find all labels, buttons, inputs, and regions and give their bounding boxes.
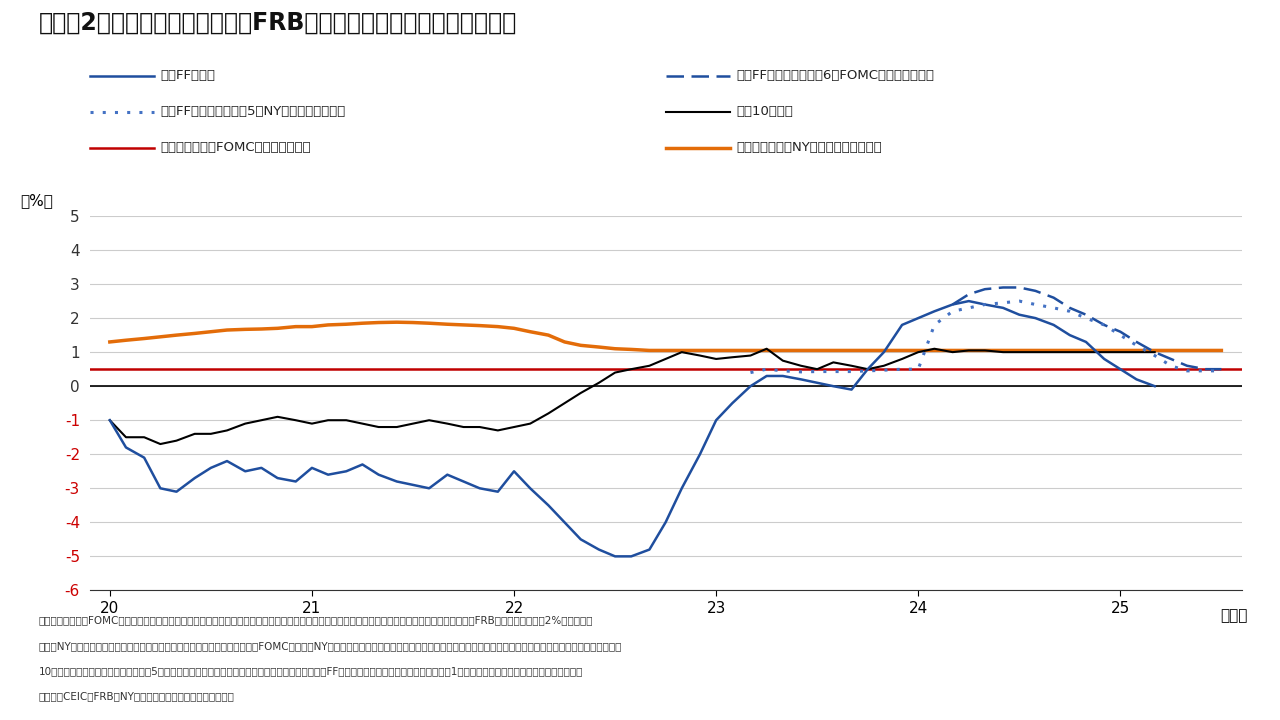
Text: 実質FFレート: 実質FFレート [160,69,215,82]
Text: 10年金利は、ミシガン大学調査による5年先までの期待インフレ率でデフレートして算出した。実質FFレートについては、ミシガン大学による1年先の期待インフレ率を使用: 10年金利は、ミシガン大学調査による5年先までの期待インフレ率でデフレートして算… [38,666,582,676]
Text: 実質中立金利（FOMC参加者の見解）: 実質中立金利（FOMC参加者の見解） [160,141,311,154]
Text: 実質10年金利: 実質10年金利 [736,105,792,118]
Text: 実質中立金利（NY連銀による推計値）: 実質中立金利（NY連銀による推計値） [736,141,882,154]
Text: 実質FFレート見通し（6月FOMC見通しに準拠）: 実質FFレート見通し（6月FOMC見通しに準拠） [736,69,934,82]
Text: （%）: （%） [20,194,54,209]
Text: （図表2）米国：主要長短金利とFRBが見通す中立金利（実質ベース）: （図表2）米国：主要長短金利とFRBが見通す中立金利（実質ベース） [38,11,517,35]
Text: 計数。NY連銀調査は、プライマリー・ディーラー向けの調査結果に基づく。FOMC参加者やNY連銀調査による見通しで公表されてない期間についてはインベスコが一定の前: 計数。NY連銀調査は、プライマリー・ディーラー向けの調査結果に基づく。FOMC参… [38,641,622,651]
Text: （出所）CEIC、FRB、NY連銀、ブルームバーグ、インベスコ: （出所）CEIC、FRB、NY連銀、ブルームバーグ、インベスコ [38,691,234,701]
Text: （注）中立金利はFOMC参加者が公表する長期見通しの水準と、直近の見通しが今後も変化しないとの前提を置いた。実質中立金利は、中立金利から、FRBのインフレ目標（: （注）中立金利はFOMC参加者が公表する長期見通しの水準と、直近の見通しが今後も… [38,616,593,626]
Text: 実質FFレート見通し（5月NY連銀調査に準拠）: 実質FFレート見通し（5月NY連銀調査に準拠） [160,105,346,118]
Text: （年）: （年） [1221,608,1248,624]
